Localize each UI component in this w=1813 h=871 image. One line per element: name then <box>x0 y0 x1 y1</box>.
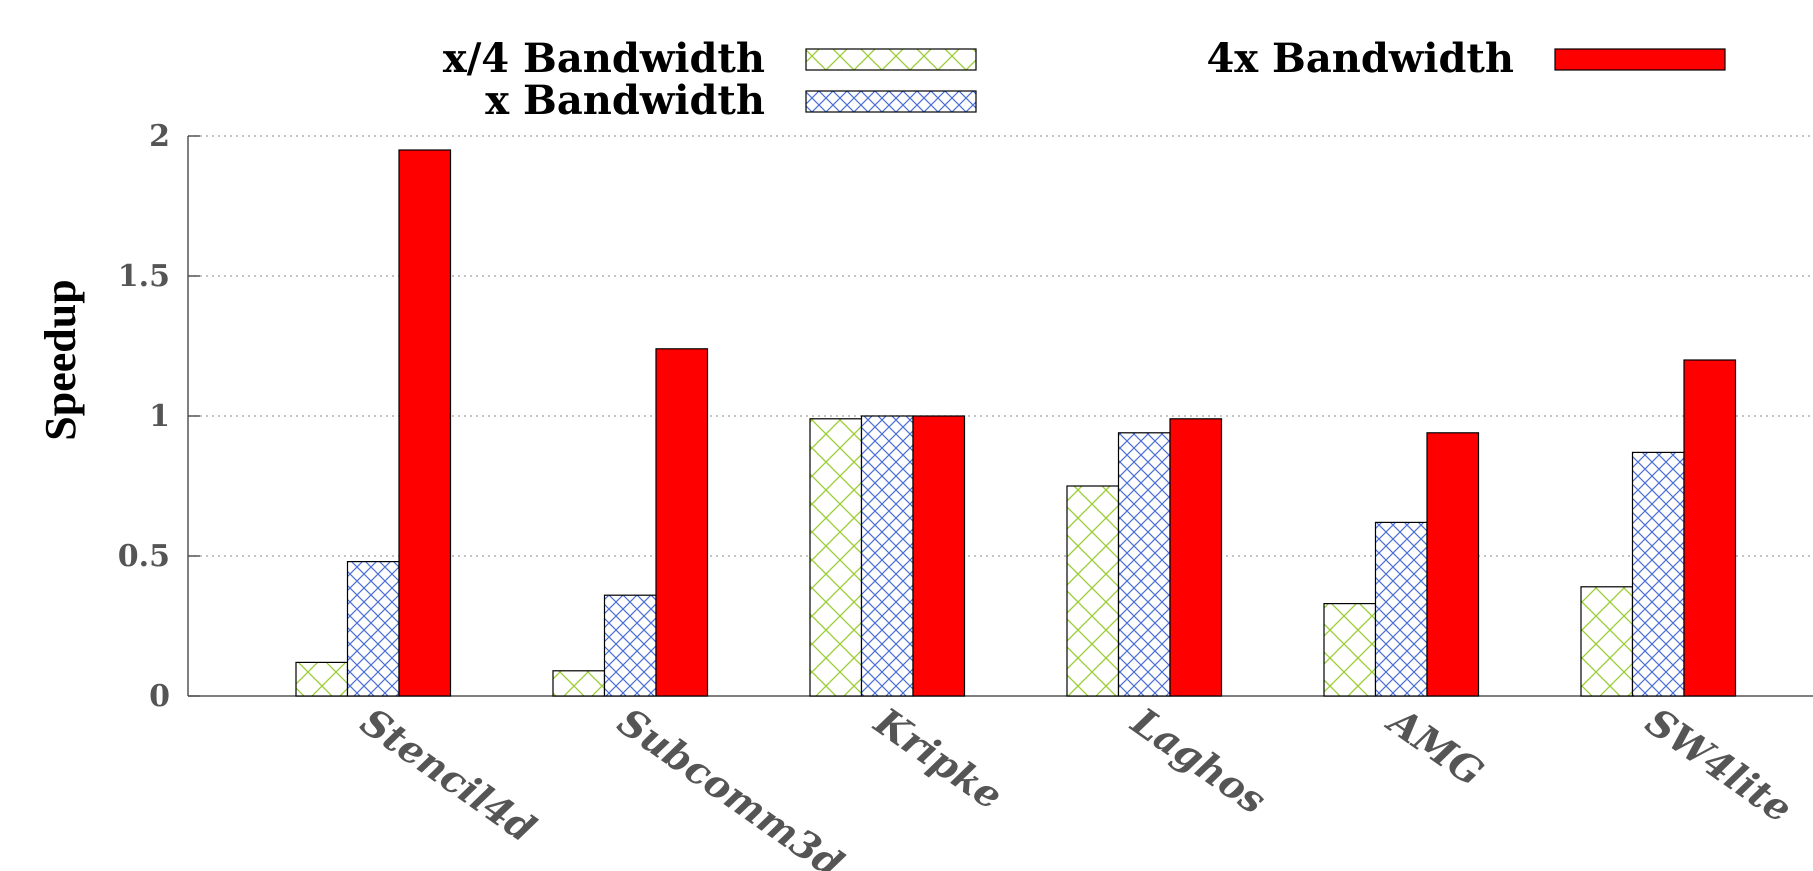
y-tick-label: 0 <box>149 679 170 714</box>
x-category-label: Kripke <box>866 698 1011 818</box>
bar-kripke-1 <box>860 415 914 697</box>
y-axis-label: Speedup <box>36 279 85 440</box>
bars <box>295 149 1737 697</box>
x-category-label: Laghos <box>1123 698 1274 823</box>
bar-stencil4d-1 <box>346 560 400 697</box>
legend-label: 4x Bandwidth <box>1206 35 1514 82</box>
y-tick-label: 1 <box>149 399 170 434</box>
legend-label: x Bandwidth <box>485 77 765 124</box>
bar-stencil4d-0 <box>295 661 349 697</box>
bar-laghos-0 <box>1066 485 1120 697</box>
bar-subcomm3d-2 <box>655 348 709 697</box>
x-category-labels: Stencil4d Subcomm3d Kripke Laghos AMG SW4lite <box>353 697 1801 871</box>
bar-stencil4d-2 <box>398 149 452 697</box>
bar-sw4lite-2 <box>1683 359 1737 697</box>
bar-laghos-2 <box>1169 418 1223 697</box>
legend-swatch <box>805 90 977 113</box>
bar-subcomm3d-0 <box>552 670 606 697</box>
bar-sw4lite-1 <box>1631 451 1685 697</box>
legend-label: x/4 Bandwidth <box>443 35 765 82</box>
x-category-label: SW4lite <box>1638 699 1801 832</box>
grid-lines <box>188 135 1813 697</box>
bar-sw4lite-0 <box>1580 586 1634 697</box>
legend-swatch <box>805 48 977 71</box>
y-tick-label: 2 <box>149 119 170 154</box>
legend-swatch <box>1554 48 1726 71</box>
axes <box>187 136 1813 697</box>
bar-amg-0 <box>1323 602 1377 697</box>
bar-subcomm3d-1 <box>603 594 657 697</box>
y-tick-label: 0.5 <box>118 539 170 574</box>
x-category-label: Stencil4d <box>353 699 544 852</box>
y-tick-label: 1.5 <box>118 259 170 294</box>
bar-kripke-2 <box>912 415 966 697</box>
bar-amg-1 <box>1374 521 1428 697</box>
bar-amg-2 <box>1426 432 1480 697</box>
bar-kripke-0 <box>809 418 863 697</box>
x-category-label: Subcomm3d <box>610 699 852 871</box>
bar-laghos-1 <box>1117 432 1171 697</box>
x-category-label: AMG <box>1378 697 1491 795</box>
y-tick-labels: 0 0.5 1 1.5 2 <box>118 119 170 714</box>
